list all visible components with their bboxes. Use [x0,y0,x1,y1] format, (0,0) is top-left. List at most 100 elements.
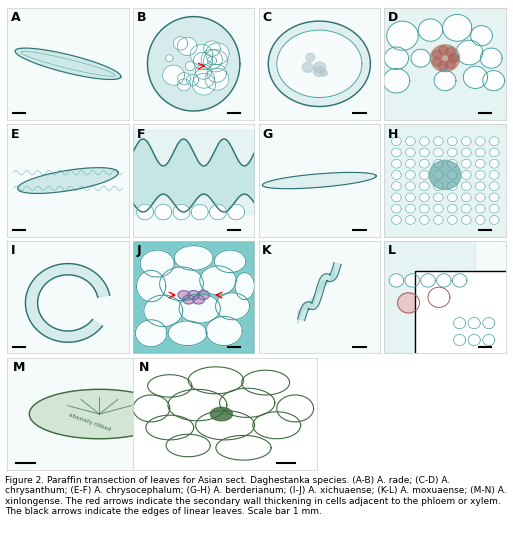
Polygon shape [437,274,451,287]
Text: F: F [136,128,145,141]
Text: abaxially ribbed: abaxially ribbed [68,412,112,432]
Polygon shape [146,415,194,440]
Polygon shape [168,321,207,345]
Polygon shape [179,294,221,323]
Text: G: G [262,128,272,141]
Polygon shape [140,250,174,277]
Polygon shape [433,171,443,179]
Polygon shape [429,160,461,190]
Polygon shape [468,334,480,345]
Polygon shape [160,267,203,301]
Polygon shape [406,159,415,168]
Polygon shape [136,204,153,220]
Polygon shape [489,182,499,191]
Polygon shape [235,273,254,300]
Polygon shape [433,216,443,224]
Text: C: C [262,11,271,24]
Polygon shape [313,66,325,77]
Polygon shape [406,137,415,146]
Polygon shape [214,250,246,273]
Polygon shape [216,435,271,460]
Polygon shape [207,56,216,65]
Polygon shape [406,193,415,202]
Text: B: B [136,11,146,24]
Polygon shape [204,41,220,56]
Polygon shape [476,204,485,213]
Polygon shape [205,68,229,90]
Polygon shape [201,49,222,69]
Polygon shape [420,171,429,179]
Polygon shape [398,293,420,313]
Polygon shape [489,216,499,224]
Text: Figure 2. Paraffin transection of leaves for Asian sect. Daghestanka species. (A: Figure 2. Paraffin transection of leaves… [5,476,507,516]
Polygon shape [148,375,192,397]
Polygon shape [462,193,471,202]
Polygon shape [489,148,499,157]
Polygon shape [166,434,210,457]
Polygon shape [384,47,408,70]
Polygon shape [191,204,208,220]
Text: M: M [13,361,25,374]
Polygon shape [432,50,442,59]
Polygon shape [434,71,456,91]
Polygon shape [391,204,401,213]
Polygon shape [389,274,404,287]
Polygon shape [433,204,443,213]
Polygon shape [174,245,213,270]
Polygon shape [192,73,215,95]
Polygon shape [29,389,169,439]
Polygon shape [420,193,429,202]
Polygon shape [438,61,448,71]
Polygon shape [476,193,485,202]
Polygon shape [406,171,415,179]
Polygon shape [144,295,183,326]
Polygon shape [268,21,370,106]
Polygon shape [462,171,471,179]
Polygon shape [456,40,483,65]
Polygon shape [405,274,420,287]
Polygon shape [462,204,471,213]
Polygon shape [242,370,290,395]
Polygon shape [193,69,214,89]
Polygon shape [166,55,173,61]
Polygon shape [420,137,429,146]
Polygon shape [445,48,455,56]
Polygon shape [204,49,228,72]
Polygon shape [447,182,457,191]
Polygon shape [210,204,226,220]
Polygon shape [173,37,188,50]
Polygon shape [489,159,499,168]
Polygon shape [447,148,457,157]
Polygon shape [210,407,232,421]
Polygon shape [215,293,250,320]
Polygon shape [476,159,485,168]
Polygon shape [432,57,442,66]
Polygon shape [178,291,190,300]
Polygon shape [387,21,418,50]
Polygon shape [26,263,110,342]
Polygon shape [277,30,362,98]
Polygon shape [420,204,429,213]
Polygon shape [406,148,415,157]
Polygon shape [447,193,457,202]
Polygon shape [183,295,195,304]
Polygon shape [462,159,471,168]
Polygon shape [433,159,443,168]
Polygon shape [420,148,429,157]
Polygon shape [462,182,471,191]
Text: K: K [262,244,272,257]
Polygon shape [480,48,502,68]
Polygon shape [433,137,443,146]
Polygon shape [449,54,459,62]
Polygon shape [220,388,275,418]
Polygon shape [445,60,455,69]
Polygon shape [489,193,499,202]
Polygon shape [277,395,313,422]
Polygon shape [420,182,429,191]
Polygon shape [489,171,499,179]
Polygon shape [147,17,240,111]
Polygon shape [192,295,205,304]
Text: I: I [11,244,15,257]
Polygon shape [198,291,209,300]
Polygon shape [453,318,466,329]
